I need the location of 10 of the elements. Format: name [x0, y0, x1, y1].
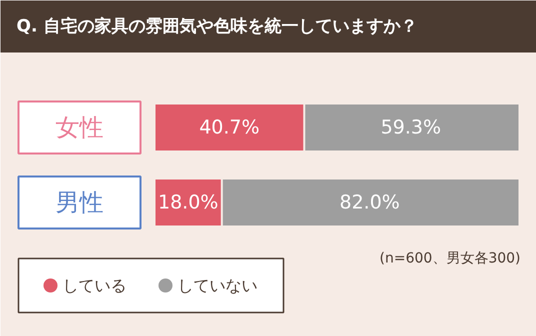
- legend-label: している: [62, 276, 126, 295]
- data-label: 59.3%: [380, 116, 442, 138]
- data-label: 82.0%: [339, 192, 400, 214]
- data-label: 18.0%: [158, 192, 218, 214]
- chart-title: Q. 自宅の家具の雰囲気や色味を統一していますか？: [16, 16, 418, 36]
- y-tick-label: 女性: [56, 114, 104, 142]
- text: (n=600、男女各300): [380, 250, 521, 266]
- data-label: 40.7%: [199, 116, 260, 138]
- y-tick-label: 男性: [56, 188, 104, 216]
- legend-label: していない: [178, 276, 258, 295]
